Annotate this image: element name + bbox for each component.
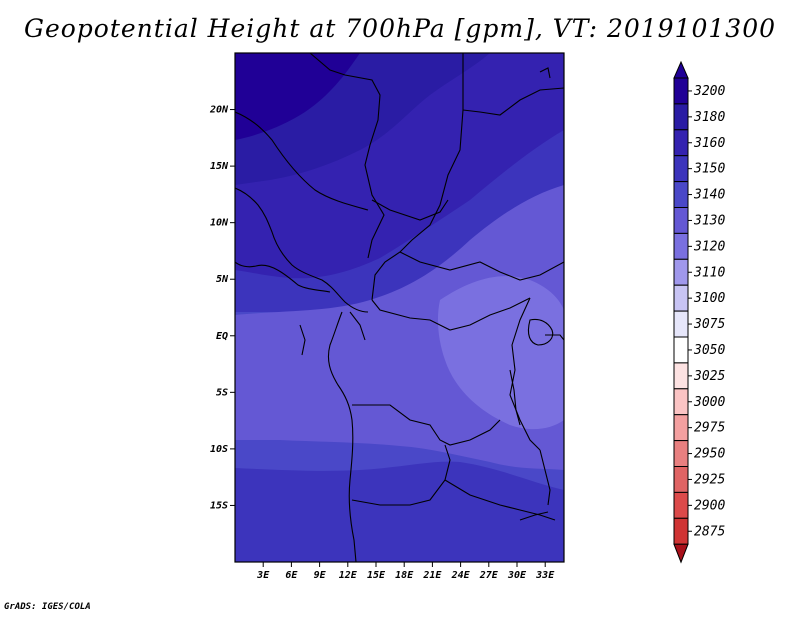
- lon-tick-label: 12E: [339, 570, 358, 581]
- colorbar-swatch: [673, 207, 689, 234]
- geopotential-field: [235, 53, 564, 562]
- lat-tick-label: 10N: [210, 218, 229, 229]
- latitude-axis: 20N 15N 10N 5N EQ 5S 10S 15S: [209, 105, 235, 511]
- colorbar-swatch: [673, 77, 689, 105]
- colorbar-label: 3140: [693, 188, 725, 203]
- colorbar-swatch: [673, 310, 689, 338]
- lat-tick-label: 15N: [210, 161, 229, 172]
- colorbar-swatch: [673, 440, 689, 468]
- lat-tick-label: 10S: [210, 444, 228, 455]
- colorbar-label: 2950: [694, 447, 725, 462]
- colorbar-label: 3160: [693, 136, 725, 151]
- border-zambia-south: [444, 479, 556, 521]
- colorbar-label: 3130: [693, 213, 725, 228]
- field-band-3120: [437, 276, 564, 430]
- colorbar-swatch: [673, 414, 689, 442]
- colorbar-label: 2975: [694, 421, 725, 436]
- lat-tick-label: 20N: [209, 105, 229, 116]
- map-title: Geopotential Height at 700hPa [gpm], VT:…: [23, 14, 777, 43]
- field-band-3150-south: [235, 461, 564, 562]
- colorbar-label: 3075: [693, 317, 725, 332]
- lat-tick-label: 5N: [216, 274, 229, 285]
- border-mali-niger: [235, 111, 369, 211]
- colorbar-label: 3000: [693, 395, 725, 410]
- coastline-gulf-of-guinea: [235, 261, 331, 293]
- colorbar-swatch: [673, 232, 689, 260]
- colorbar-swatch: [673, 258, 689, 286]
- lake-malawi: [539, 449, 551, 506]
- coastline-central-africa: [327, 311, 357, 562]
- colorbar-swatch: [673, 103, 689, 131]
- border-angola-zambia: [351, 444, 451, 506]
- lon-tick-label: 21E: [422, 570, 442, 581]
- colorbar-top-arrow: [673, 60, 689, 79]
- colorbar-label: 2900: [694, 498, 725, 513]
- colorbar-label: 3100: [693, 291, 725, 306]
- colorbar-bottom-arrow: [673, 543, 689, 564]
- country-borders: [235, 53, 564, 562]
- colorbar-swatch: [673, 336, 689, 364]
- colorbar-label: 3180: [693, 110, 725, 125]
- lake-victoria: [527, 318, 554, 346]
- lat-tick-label: EQ: [216, 331, 228, 342]
- lon-tick-label: 30E: [507, 570, 527, 581]
- colorbar-swatch: [673, 181, 689, 209]
- border-chad-car: [371, 199, 449, 221]
- coastline-west-africa: [235, 187, 369, 313]
- border-chad-sudan: [371, 53, 464, 301]
- colorbar-label: 2925: [694, 472, 725, 487]
- colorbar-swatch: [673, 129, 689, 157]
- coastline-red-sea: [539, 67, 551, 79]
- border-mozambique: [519, 511, 549, 521]
- border-drc-north: [371, 297, 531, 331]
- lat-tick-label: 5S: [216, 387, 228, 398]
- border-niger-chad: [309, 53, 385, 259]
- lon-tick-label: 33E: [535, 570, 555, 581]
- border-drc-angola: [352, 404, 501, 446]
- border-cameroon-gabon: [349, 311, 366, 341]
- grads-credit: GrADS: IGES/COLA: [4, 602, 91, 612]
- lon-tick-label: 9E: [314, 570, 327, 581]
- colorbar-label: 3120: [693, 239, 725, 254]
- border-kenya-uganda: [545, 334, 564, 341]
- lon-tick-label: 24E: [451, 570, 471, 581]
- lon-tick-label: 6E: [285, 570, 298, 581]
- lon-tick-label: 3E: [256, 570, 270, 581]
- lon-tick-label: 27E: [479, 570, 499, 581]
- colorbar-swatch: [673, 491, 689, 519]
- lon-tick-label: 18E: [395, 570, 414, 581]
- colorbar-swatch: [673, 362, 689, 390]
- colorbar-label: 3110: [693, 265, 725, 280]
- colorbar-swatch: [673, 155, 689, 183]
- colorbar-swatch: [673, 284, 689, 312]
- coastline-sao-tome: [299, 324, 306, 356]
- longitude-axis: 3E 6E 9E 12E 15E 18E 21E 24E 27E 30E 33E: [256, 562, 555, 581]
- colorbar-label: 3200: [693, 84, 725, 99]
- colorbar-label: 3025: [693, 369, 725, 384]
- colorbar-swatch: [673, 466, 689, 493]
- colorbar-label: 3050: [693, 343, 725, 358]
- lat-tick-label: 15S: [210, 500, 228, 511]
- lake-tanganyika: [509, 369, 521, 426]
- map-frame: [234, 52, 565, 563]
- colorbar-label: 3150: [693, 162, 725, 177]
- colorbar-swatch: [673, 388, 689, 416]
- field-band-3200: [235, 53, 360, 140]
- colorbar-label: 2875: [694, 524, 725, 539]
- colorbar: 3200 3180 3160 3150 3140 3130 3120 3110 3100 3075…: [673, 60, 725, 564]
- colorbar-swatch: [673, 517, 689, 545]
- border-car-south-sudan: [399, 251, 564, 281]
- border-egypt-sudan: [462, 87, 564, 116]
- lon-tick-label: 15E: [367, 570, 386, 581]
